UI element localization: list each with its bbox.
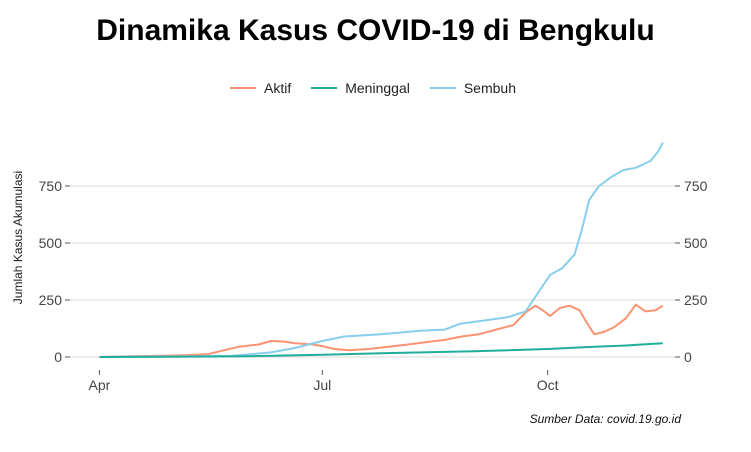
source-caption: Sumber Data: covid.19.go.id xyxy=(529,412,681,426)
y-tick-label-left-500: 500 xyxy=(39,235,63,251)
x-tick-label-jul: Jul xyxy=(313,377,331,393)
y-tick-label-right-750: 750 xyxy=(684,178,708,194)
x-tick-label-apr: Apr xyxy=(88,377,110,393)
series-line-meninggal xyxy=(99,342,663,358)
y-tick-label-right-500: 500 xyxy=(684,235,708,251)
y-tick-label-right-250: 250 xyxy=(684,292,708,308)
legend-item-meninggal: Meninggal xyxy=(311,80,410,96)
y-tick-label-right-0: 0 xyxy=(684,349,692,365)
legend: Aktif Meninggal Sembuh xyxy=(230,80,516,96)
chart-title: Dinamika Kasus COVID-19 di Bengkulu xyxy=(96,14,655,47)
legend-swatch-aktif xyxy=(230,87,256,89)
series-line-sembuh xyxy=(99,142,664,358)
y-tick-label-left-250: 250 xyxy=(39,292,63,308)
legend-label-sembuh: Sembuh xyxy=(463,80,516,96)
series-line-aktif xyxy=(99,303,664,358)
y-tick-label-left-750: 750 xyxy=(39,178,63,194)
x-tick-label-oct: Oct xyxy=(537,377,559,393)
y-tick-label-left-0: 0 xyxy=(54,349,62,365)
legend-item-sembuh: Sembuh xyxy=(429,80,516,96)
legend-label-aktif: Aktif xyxy=(264,80,292,96)
legend-swatch-sembuh xyxy=(429,87,456,89)
y-axis-label: Jumlah Kasus Akumulasi xyxy=(11,171,25,304)
legend-item-aktif: Aktif xyxy=(230,80,291,96)
legend-swatch-meninggal xyxy=(311,87,338,89)
legend-label-meninggal: Meninggal xyxy=(345,80,410,96)
